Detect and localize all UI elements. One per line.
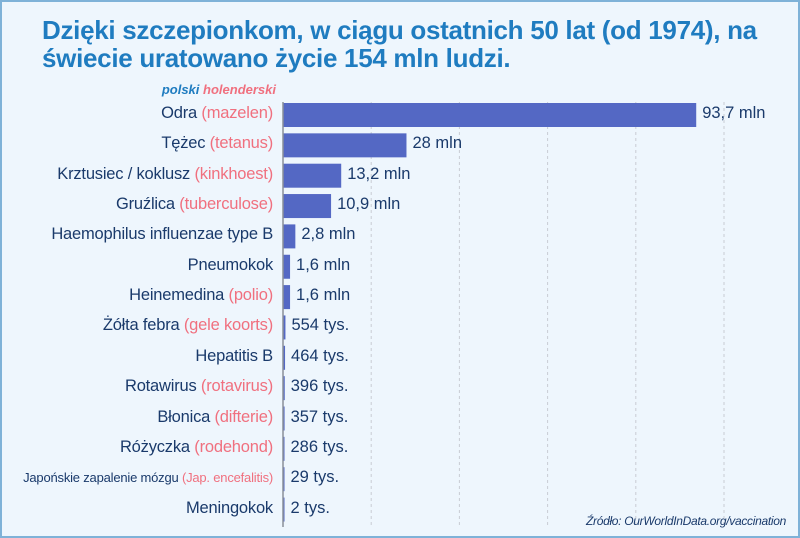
category-label: Hepatitis B [195, 347, 273, 366]
legend-polish: polski [161, 82, 200, 97]
data-label: 29 tys. [290, 468, 340, 487]
category-label: Odra (mazelen) [161, 104, 273, 123]
data-label: 396 tys. [290, 377, 349, 396]
bar [283, 224, 296, 249]
bar [283, 103, 697, 127]
data-label: 464 tys. [291, 346, 349, 365]
bar [283, 285, 291, 310]
label-polish: Krztusiec / koklusz [57, 164, 191, 183]
bar [283, 345, 286, 370]
bar [283, 194, 332, 219]
label-dutch: (rodehond) [189, 437, 273, 456]
category-label: Gruźlica (tuberculose) [116, 195, 273, 214]
chart-title: Dzięki szczepionkom, w ciągu ostatnich 5… [42, 15, 757, 73]
bar [283, 163, 342, 188]
label-polish: Rotawirus [124, 377, 197, 396]
category-label: Heinemedina (polio) [129, 286, 273, 305]
bar [283, 315, 286, 340]
bar [283, 406, 285, 431]
label-dutch: (kinkhoest) [190, 164, 273, 183]
label-polish: Gruźlica [116, 195, 175, 214]
category-label: Rotawirus (rotavirus) [125, 377, 273, 396]
label-polish: Tężec [161, 134, 206, 153]
label-dutch: (tuberculose) [174, 195, 273, 214]
label-dutch: (tetanus) [205, 134, 274, 153]
data-label: 13,2 mln [347, 164, 411, 183]
category-label: Krztusiec / koklusz (kinkhoest) [57, 165, 273, 184]
label-polish: Hepatitis B [195, 346, 273, 365]
source-note: Źródło: OurWorldInData.org/vaccination [585, 514, 786, 528]
label-dutch: (difterie) [210, 407, 273, 426]
legend-dutch: holenderski [203, 82, 276, 97]
category-label: Haemophilus influenzae type B [51, 225, 273, 244]
label-polish: Pneumokok [187, 255, 274, 274]
label-polish: Żółta febra [102, 316, 180, 335]
data-label: 2 tys. [290, 498, 330, 517]
data-label: 28 mln [412, 134, 462, 153]
category-label: Żółta febra (gele koorts) [103, 316, 273, 335]
label-polish: Odra [161, 104, 198, 122]
data-label: 1,6 mln [296, 286, 351, 305]
data-label: 1,6 mln [296, 255, 351, 274]
label-polish: Haemophilus influenzae type B [51, 225, 273, 244]
label-polish: Różyczka [119, 437, 190, 456]
data-label: 554 tys. [291, 316, 350, 335]
bar [283, 254, 291, 279]
label-polish: Meningokok [186, 498, 273, 517]
label-dutch: (gele koorts) [179, 316, 273, 335]
data-label: 2,8 mln [301, 225, 356, 244]
label-polish: Japońskie zapalenie mózgu [23, 470, 179, 486]
label-polish: Heinemedina [129, 286, 225, 305]
label-dutch: (polio) [224, 286, 274, 305]
category-label: Różyczka (rodehond) [120, 438, 273, 457]
label-dutch: (mazelen) [197, 104, 273, 122]
label-dutch: (rotavirus) [196, 377, 273, 396]
bar [283, 133, 407, 158]
category-label: Tężec (tetanus) [161, 134, 273, 153]
label-polish: Błonica [157, 407, 211, 426]
category-label: Japońskie zapalenie mózgu (Jap. encefali… [23, 470, 273, 485]
label-dutch: (Jap. encefalitis) [178, 470, 273, 486]
bar [283, 376, 285, 401]
category-label: Pneumokok [187, 255, 274, 275]
data-label: 10,9 mln [337, 195, 401, 214]
category-label: Meningokok [186, 499, 273, 518]
data-label: 357 tys. [290, 407, 349, 426]
data-label: 286 tys. [290, 437, 349, 456]
data-label: 93,7 mln [702, 104, 766, 122]
category-label: Błonica (difterie) [157, 408, 273, 427]
legend: polski holenderski [152, 82, 276, 97]
